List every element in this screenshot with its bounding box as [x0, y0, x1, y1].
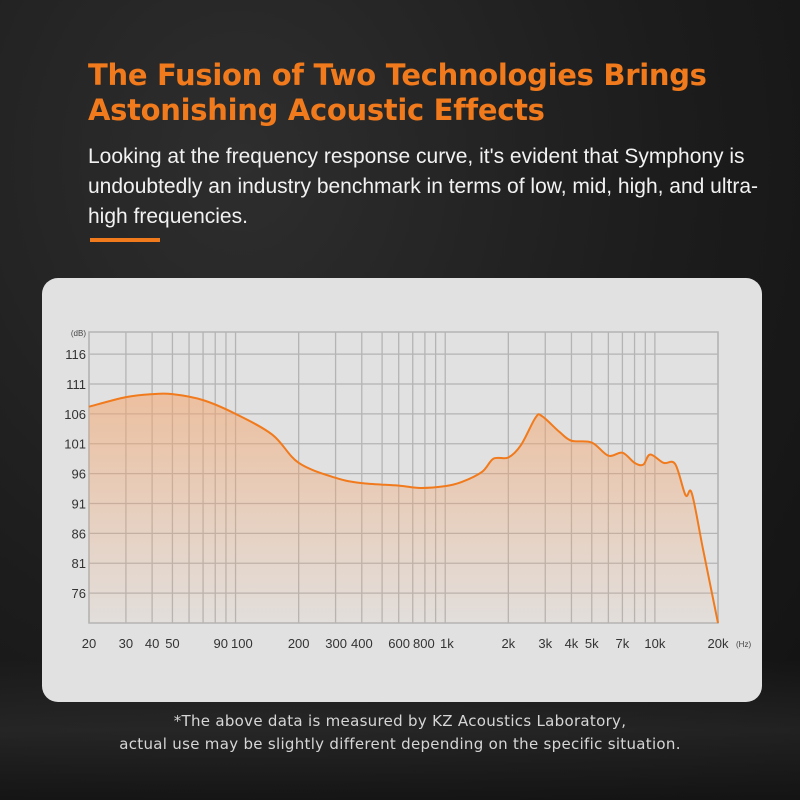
x-tick-label: 200 — [288, 636, 310, 651]
footnote: *The above data is measured by KZ Acoust… — [0, 710, 800, 756]
footnote-line-2: actual use may be slightly different dep… — [119, 735, 681, 753]
y-tick-label: 111 — [66, 377, 86, 392]
x-tick-label: 600 — [388, 636, 410, 651]
x-tick-label: 20 — [82, 636, 96, 651]
x-tick-label: 3k — [538, 636, 552, 651]
accent-underline — [90, 238, 160, 242]
x-axis-unit: (Hz) — [736, 640, 751, 649]
x-tick-label: 800 — [413, 636, 435, 651]
x-tick-label: 50 — [165, 636, 179, 651]
response-area — [89, 393, 718, 623]
subtitle: Looking at the frequency response curve,… — [88, 145, 759, 228]
y-tick-label: 81 — [72, 556, 86, 571]
headline-line-1: The Fusion of Two Technologies Brings — [88, 58, 707, 92]
headline: The Fusion of Two Technologies Brings As… — [88, 58, 707, 128]
x-tick-label: 5k — [585, 636, 599, 651]
x-tick-label: 7k — [616, 636, 630, 651]
x-tick-label: 2k — [501, 636, 515, 651]
y-tick-label: 91 — [72, 496, 86, 511]
x-tick-label: 10k — [644, 636, 665, 651]
x-tick-label: 400 — [351, 636, 373, 651]
x-tick-label: 300 — [325, 636, 347, 651]
x-tick-label: 90 — [214, 636, 228, 651]
y-tick-label: 76 — [72, 586, 86, 601]
y-tick-label: 86 — [72, 526, 86, 541]
x-tick-label: 4k — [565, 636, 579, 651]
y-axis-unit: (dB) — [71, 329, 86, 338]
footnote-line-1: *The above data is measured by KZ Acoust… — [173, 712, 627, 730]
response-curve — [88, 392, 719, 624]
headline-line-2: Astonishing Acoustic Effects — [88, 93, 545, 127]
y-tick-label: 96 — [72, 467, 86, 482]
x-tick-label: 30 — [119, 636, 133, 651]
y-tick-label: 116 — [65, 347, 86, 362]
x-tick-label: 1k — [440, 636, 454, 651]
x-tick-label: 100 — [231, 636, 253, 651]
y-tick-label: 106 — [64, 407, 86, 422]
x-tick-label: 40 — [145, 636, 159, 651]
y-tick-label: 101 — [64, 437, 86, 452]
x-tick-label: 20k — [708, 636, 729, 651]
